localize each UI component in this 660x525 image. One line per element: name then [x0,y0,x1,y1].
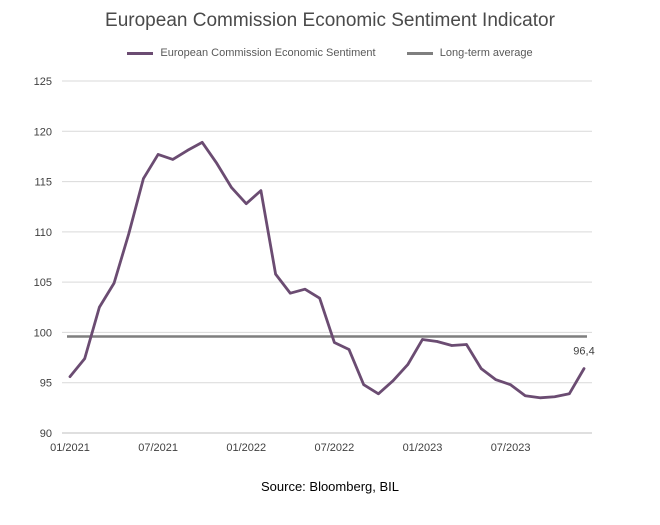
y-tick-label: 90 [40,428,52,440]
legend-label-average: Long-term average [439,47,533,60]
y-tick-label: 120 [34,126,52,138]
data-point [480,367,483,370]
data-point [215,162,219,165]
series-layer [67,140,587,400]
data-point [186,149,189,152]
data-point [377,392,380,395]
y-tick-label: 115 [34,177,52,189]
legend-entry-sentiment: European Commission Economic Sentiment [127,47,376,60]
grid-lines [62,80,592,434]
data-point [509,383,512,386]
data-point [274,272,277,276]
y-tick-label: 110 [34,227,52,239]
x-tick-label: 07/2021 [138,442,178,454]
data-point [406,363,409,366]
legend-label-sentiment: European Commission Economic Sentiment [160,47,376,60]
data-point [494,378,498,381]
y-axis-tick-labels: 90 95 100 105 110 115 120 125 [34,76,52,440]
x-tick-label: 01/2023 [403,442,443,454]
legend-swatch-average [406,51,433,55]
legend-swatch-sentiment [127,51,154,55]
x-tick-label: 07/2022 [314,442,354,454]
end-value-label: 96,4 [573,346,594,358]
data-point [568,392,571,395]
data-point [289,292,292,295]
data-point [347,348,351,351]
data-point [171,158,174,161]
x-axis-tick-labels: 01/2021 07/2021 01/2022 07/2022 01/2023 07/20… [50,442,530,454]
data-point [245,202,248,205]
data-point [524,394,527,397]
data-point [156,153,160,156]
data-point [230,186,233,189]
data-point [200,141,204,144]
y-tick-label: 125 [34,76,52,88]
data-point [68,375,72,378]
data-label-layer: 96,4 [573,346,594,358]
data-point [333,341,336,344]
legend-entry-average: Long-term average [406,47,533,60]
data-point [553,395,556,398]
data-point [142,177,145,180]
x-tick-label: 07/2023 [491,442,531,454]
x-tick-label: 01/2021 [50,442,90,454]
data-point [112,281,116,285]
source-note: Source: Bloomberg, BIL [260,479,400,494]
data-point [435,340,439,343]
y-tick-label: 100 [34,327,52,339]
y-tick-label: 105 [34,277,52,289]
series-line-economic-sentiment [68,140,586,400]
data-point [538,396,542,399]
legend: European Commission Economic Sentiment L… [0,47,660,59]
data-point [303,287,307,291]
data-point [421,338,424,341]
data-point [83,357,86,360]
data-point [127,232,130,236]
data-point [259,189,263,192]
data-point [318,297,321,300]
data-point [98,306,101,309]
y-tick-label: 95 [40,378,52,390]
data-point [465,343,468,346]
x-tick-label: 01/2022 [226,442,266,454]
data-point [391,379,395,382]
data-point [362,383,365,386]
chart-title: European Commission Economic Sentiment I… [105,10,555,31]
data-point [582,367,586,370]
data-point [450,344,454,347]
